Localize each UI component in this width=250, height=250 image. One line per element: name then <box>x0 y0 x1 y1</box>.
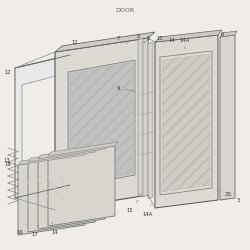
Text: 13: 13 <box>4 155 15 162</box>
Text: 3: 3 <box>230 195 239 202</box>
Polygon shape <box>55 32 155 52</box>
Polygon shape <box>162 54 210 192</box>
Polygon shape <box>68 60 135 187</box>
Text: 12: 12 <box>4 70 15 80</box>
Polygon shape <box>22 74 63 166</box>
Text: 14: 14 <box>168 38 175 48</box>
Text: 16: 16 <box>16 224 26 234</box>
Polygon shape <box>220 31 237 37</box>
Polygon shape <box>55 38 148 210</box>
Polygon shape <box>28 148 98 162</box>
Text: 15: 15 <box>156 36 165 47</box>
Polygon shape <box>155 35 218 208</box>
Text: 9: 9 <box>116 86 135 91</box>
Text: 20: 20 <box>218 189 232 198</box>
Polygon shape <box>28 152 95 232</box>
Polygon shape <box>18 151 88 165</box>
Polygon shape <box>48 142 118 156</box>
Polygon shape <box>18 155 85 235</box>
Polygon shape <box>15 55 70 198</box>
Polygon shape <box>138 38 143 195</box>
Polygon shape <box>155 30 222 42</box>
Text: 5: 5 <box>146 36 155 47</box>
Text: 6: 6 <box>220 32 224 42</box>
Polygon shape <box>38 149 105 229</box>
Polygon shape <box>143 40 148 197</box>
Text: 15: 15 <box>127 200 138 212</box>
Text: 14A: 14A <box>180 38 190 49</box>
Text: DOOR: DOOR <box>116 8 134 13</box>
Polygon shape <box>148 42 153 199</box>
Polygon shape <box>48 146 115 226</box>
Polygon shape <box>38 145 108 159</box>
Polygon shape <box>220 35 235 200</box>
Text: 14: 14 <box>52 222 59 234</box>
Text: 18: 18 <box>4 162 18 168</box>
Text: 17: 17 <box>32 225 38 237</box>
Polygon shape <box>70 62 133 185</box>
Text: 12: 12 <box>67 40 78 50</box>
Text: 8: 8 <box>136 34 145 43</box>
Text: 14A: 14A <box>143 205 153 216</box>
Text: 7: 7 <box>116 36 128 44</box>
